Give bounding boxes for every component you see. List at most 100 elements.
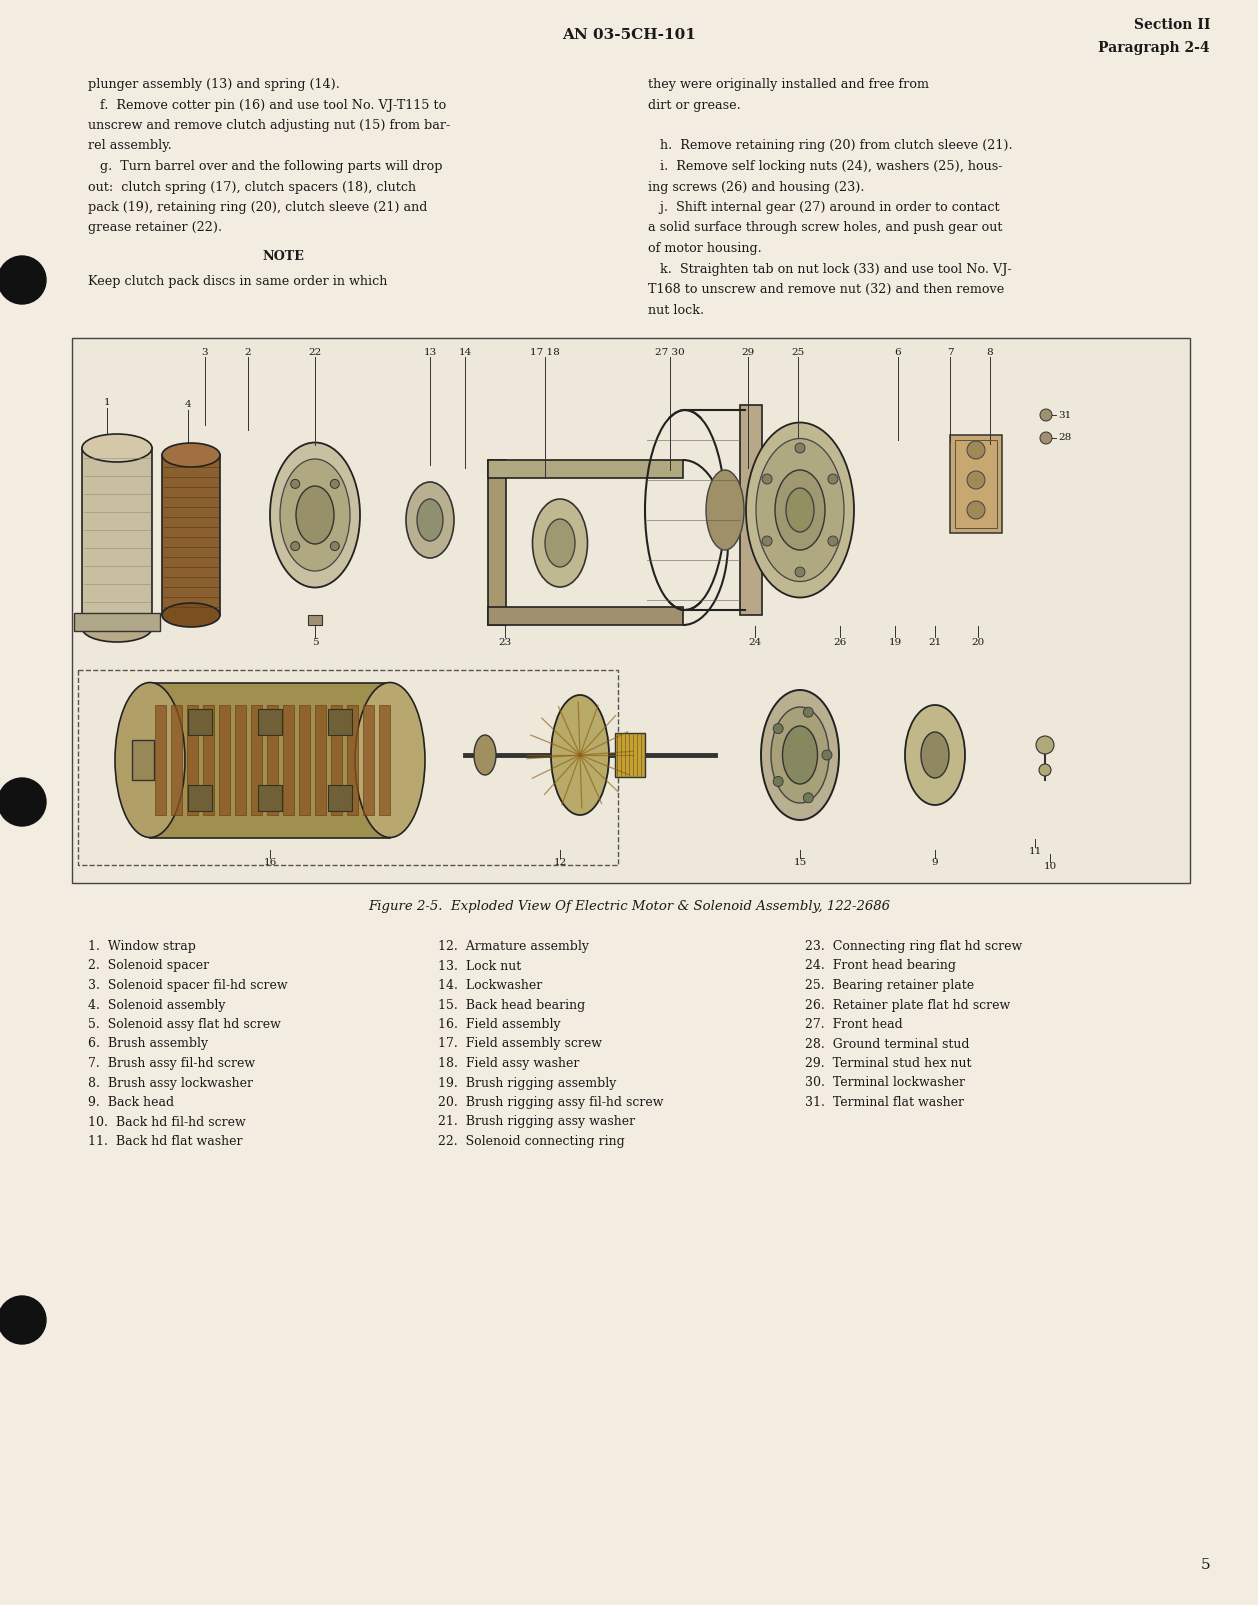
Text: 5.  Solenoid assy flat hd screw: 5. Solenoid assy flat hd screw: [88, 1018, 281, 1030]
Ellipse shape: [905, 705, 965, 806]
Bar: [347, 705, 359, 815]
Bar: [379, 705, 390, 815]
Bar: [314, 705, 326, 815]
Text: 17 18: 17 18: [530, 348, 560, 356]
Bar: [203, 705, 214, 815]
Text: 23.  Connecting ring flat hd screw: 23. Connecting ring flat hd screw: [805, 941, 1023, 953]
Bar: [155, 705, 166, 815]
Text: Section II: Section II: [1133, 18, 1210, 32]
Text: 15: 15: [794, 859, 806, 867]
Text: k.  Straighten tab on nut lock (33) and use tool No. VJ-: k. Straighten tab on nut lock (33) and u…: [648, 263, 1011, 276]
Text: 27.  Front head: 27. Front head: [805, 1018, 903, 1030]
Text: 24: 24: [749, 639, 761, 647]
Bar: [235, 705, 247, 815]
Circle shape: [0, 778, 47, 827]
Ellipse shape: [545, 518, 575, 567]
Bar: [187, 709, 213, 735]
Circle shape: [967, 501, 985, 518]
Bar: [72, 339, 1190, 883]
Text: 31: 31: [1058, 411, 1072, 419]
Ellipse shape: [756, 438, 844, 581]
Text: a solid surface through screw holes, and push gear out: a solid surface through screw holes, and…: [648, 221, 1003, 234]
Text: 14.  Lockwasher: 14. Lockwasher: [438, 979, 542, 992]
Bar: [252, 705, 262, 815]
Text: 19.  Brush rigging assembly: 19. Brush rigging assembly: [438, 1077, 616, 1090]
Text: 30.  Terminal lockwasher: 30. Terminal lockwasher: [805, 1077, 965, 1090]
Text: 1: 1: [103, 398, 111, 408]
Bar: [78, 669, 618, 865]
Text: 12.  Armature assembly: 12. Armature assembly: [438, 941, 589, 953]
Bar: [331, 705, 342, 815]
Bar: [328, 785, 352, 811]
Circle shape: [967, 470, 985, 490]
Text: 2: 2: [245, 348, 252, 356]
Text: 17.  Field assembly screw: 17. Field assembly screw: [438, 1037, 603, 1051]
Circle shape: [762, 473, 772, 485]
Text: out:  clutch spring (17), clutch spacers (18), clutch: out: clutch spring (17), clutch spacers …: [88, 180, 416, 194]
Bar: [258, 709, 282, 735]
Ellipse shape: [532, 499, 587, 587]
Text: 31.  Terminal flat washer: 31. Terminal flat washer: [805, 1096, 964, 1109]
Text: 18.  Field assy washer: 18. Field assy washer: [438, 1058, 580, 1071]
Text: 9.  Back head: 9. Back head: [88, 1096, 174, 1109]
Text: AN 03-5CH-101: AN 03-5CH-101: [562, 27, 696, 42]
Text: 22: 22: [308, 348, 322, 356]
Text: 4.  Solenoid assembly: 4. Solenoid assembly: [88, 998, 225, 1011]
Text: of motor housing.: of motor housing.: [648, 242, 762, 255]
Text: 29.  Terminal stud hex nut: 29. Terminal stud hex nut: [805, 1058, 971, 1071]
Circle shape: [1039, 764, 1050, 775]
Bar: [740, 404, 762, 615]
Ellipse shape: [921, 732, 949, 778]
Text: 2.  Solenoid spacer: 2. Solenoid spacer: [88, 960, 209, 973]
Text: 13.  Lock nut: 13. Lock nut: [438, 960, 521, 973]
Text: 15.  Back head bearing: 15. Back head bearing: [438, 998, 585, 1011]
Text: nut lock.: nut lock.: [648, 303, 704, 316]
Ellipse shape: [551, 695, 609, 815]
Bar: [132, 740, 153, 780]
Ellipse shape: [761, 690, 839, 820]
Text: 11.  Back hd flat washer: 11. Back hd flat washer: [88, 1135, 243, 1148]
Ellipse shape: [706, 470, 743, 551]
Bar: [488, 461, 683, 478]
Bar: [299, 705, 309, 815]
Text: 16: 16: [263, 859, 277, 867]
Circle shape: [291, 480, 299, 488]
Text: 13: 13: [424, 348, 437, 356]
Text: 9: 9: [932, 859, 938, 867]
Text: Figure 2-5.  Exploded View Of Electric Motor & Solenoid Assembly, 122-2686: Figure 2-5. Exploded View Of Electric Mo…: [369, 900, 889, 913]
Text: j.  Shift internal gear (27) around in order to contact: j. Shift internal gear (27) around in or…: [648, 201, 1000, 213]
Bar: [328, 709, 352, 735]
Text: 7.  Brush assy fil-hd screw: 7. Brush assy fil-hd screw: [88, 1058, 255, 1071]
Text: 16.  Field assembly: 16. Field assembly: [438, 1018, 561, 1030]
Text: 27 30: 27 30: [655, 348, 684, 356]
Bar: [219, 705, 230, 815]
Text: unscrew and remove clutch adjusting nut (15) from bar-: unscrew and remove clutch adjusting nut …: [88, 119, 450, 132]
Bar: [308, 615, 322, 624]
Text: 10.  Back hd fil-hd screw: 10. Back hd fil-hd screw: [88, 1115, 245, 1128]
Bar: [364, 705, 374, 815]
Text: rel assembly.: rel assembly.: [88, 140, 172, 152]
Ellipse shape: [406, 482, 454, 559]
Text: 3: 3: [201, 348, 209, 356]
Ellipse shape: [786, 488, 814, 531]
Text: 26: 26: [833, 639, 847, 647]
Text: 28: 28: [1058, 433, 1072, 443]
Ellipse shape: [162, 443, 220, 467]
Bar: [74, 613, 160, 631]
Ellipse shape: [281, 459, 350, 571]
Circle shape: [1040, 432, 1052, 445]
Text: 8.  Brush assy lockwasher: 8. Brush assy lockwasher: [88, 1077, 253, 1090]
Circle shape: [774, 777, 784, 786]
Text: 24.  Front head bearing: 24. Front head bearing: [805, 960, 956, 973]
Text: 5: 5: [1200, 1558, 1210, 1571]
Bar: [82, 448, 152, 628]
Text: 19: 19: [888, 639, 902, 647]
Ellipse shape: [474, 735, 496, 775]
Circle shape: [804, 708, 814, 717]
Text: 10: 10: [1043, 862, 1057, 872]
Circle shape: [821, 750, 832, 761]
Ellipse shape: [746, 422, 854, 597]
Text: they were originally installed and free from: they were originally installed and free …: [648, 79, 928, 91]
Text: 25.  Bearing retainer plate: 25. Bearing retainer plate: [805, 979, 974, 992]
Text: 20.  Brush rigging assy fil-hd screw: 20. Brush rigging assy fil-hd screw: [438, 1096, 663, 1109]
